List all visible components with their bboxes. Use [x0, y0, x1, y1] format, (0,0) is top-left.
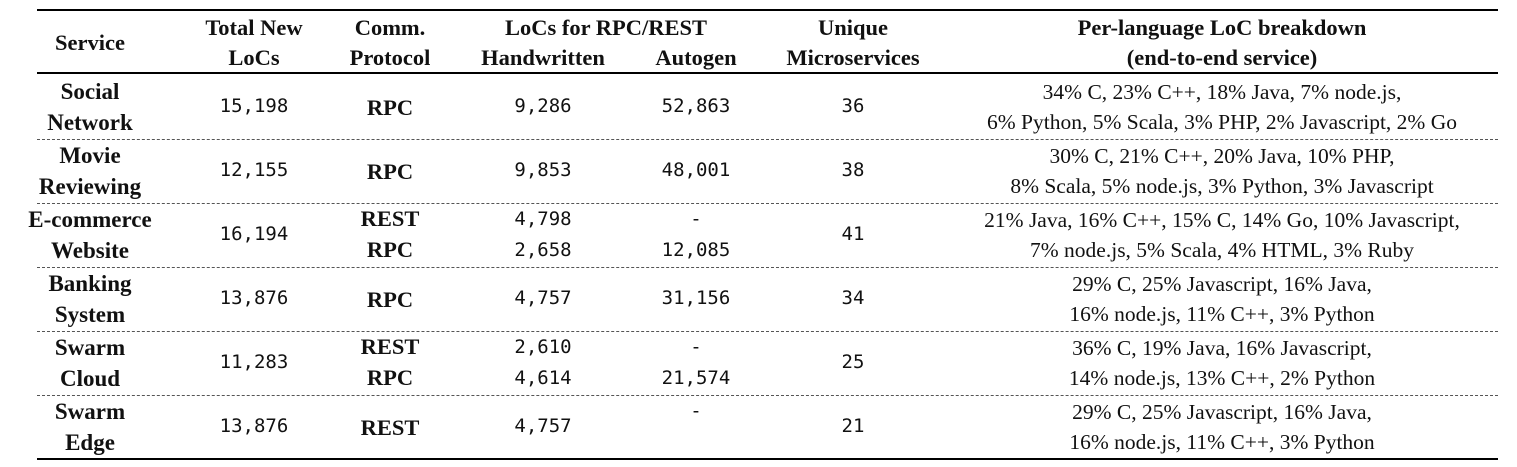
handwritten-locs: 2,610 [514, 336, 572, 358]
handwritten-locs: 4,757 [514, 415, 572, 437]
service-name: Website [51, 238, 129, 263]
header-total-new-locs: LoCs [228, 45, 280, 70]
autogen-locs: 52,863 [661, 95, 731, 117]
total-new-locs: 11,283 [219, 351, 289, 373]
total-new-locs: 16,194 [219, 223, 289, 245]
language-breakdown: 29% C, 25% Javascript, 16% Java, [1072, 400, 1372, 424]
header-unique-microservices: Microservices [786, 45, 920, 70]
language-breakdown: 36% C, 19% Java, 16% Javascript, [1072, 336, 1372, 360]
service-name: Network [47, 110, 133, 135]
row-separator [37, 139, 1498, 140]
service-name: Movie [59, 143, 121, 168]
row-separator [37, 331, 1498, 332]
autogen-locs: - [690, 400, 702, 422]
service-name: Swarm [54, 335, 126, 360]
handwritten-locs: 9,286 [514, 95, 572, 117]
handwritten-locs: 4,757 [514, 287, 572, 309]
comm-protocol: REST [360, 415, 420, 440]
language-breakdown: 8% Scala, 5% node.js, 3% Python, 3% Java… [1010, 174, 1434, 198]
service-name: E-commerce [28, 207, 152, 232]
header-service: Service [55, 30, 125, 55]
unique-microservices: 38 [841, 159, 865, 181]
language-breakdown: 34% C, 23% C++, 18% Java, 7% node.js, [1042, 80, 1402, 104]
service-name: Swarm [54, 399, 126, 424]
header-locs-group: LoCs for RPC/REST [504, 15, 708, 40]
language-breakdown: 29% C, 25% Javascript, 16% Java, [1072, 272, 1372, 296]
row-separator [37, 203, 1498, 204]
unique-microservices: 21 [841, 415, 865, 437]
comm-protocol: RPC [366, 287, 414, 312]
service-name: Banking [48, 271, 132, 296]
total-new-locs: 13,876 [219, 287, 289, 309]
autogen-locs: 48,001 [661, 159, 731, 181]
comm-protocol: RPC [366, 159, 414, 184]
comm-protocol: REST [360, 206, 420, 231]
header-comm-protocol: Comm. [354, 15, 426, 40]
header-total-new-locs: Total New [205, 15, 303, 40]
language-breakdown: 6% Python, 5% Scala, 3% PHP, 2% Javascri… [987, 110, 1457, 134]
top-rule [37, 9, 1498, 11]
header-rule [37, 72, 1498, 74]
autogen-locs: 12,085 [661, 239, 731, 261]
unique-microservices: 36 [841, 95, 865, 117]
unique-microservices: 41 [841, 223, 865, 245]
handwritten-locs: 4,614 [514, 367, 572, 389]
bottom-rule [37, 458, 1498, 460]
language-breakdown: 7% node.js, 5% Scala, 4% HTML, 3% Ruby [1030, 238, 1414, 262]
total-new-locs: 15,198 [219, 95, 289, 117]
language-breakdown: 16% node.js, 11% C++, 3% Python [1069, 302, 1375, 326]
service-name: Edge [65, 430, 115, 455]
autogen-locs: 21,574 [661, 367, 731, 389]
unique-microservices: 25 [841, 351, 865, 373]
autogen-locs: - [690, 208, 702, 230]
handwritten-locs: 2,658 [514, 239, 572, 261]
service-name: Cloud [59, 366, 121, 391]
comm-protocol: RPC [366, 365, 414, 390]
autogen-locs: - [690, 336, 702, 358]
autogen-locs: 31,156 [661, 287, 731, 309]
language-breakdown: 14% node.js, 13% C++, 2% Python [1068, 366, 1376, 390]
service-name: Reviewing [38, 174, 142, 199]
total-new-locs: 12,155 [219, 159, 289, 181]
language-breakdown: 30% C, 21% C++, 20% Java, 10% PHP, [1049, 144, 1395, 168]
header-handwritten: Handwritten [481, 45, 605, 70]
language-breakdown: 16% node.js, 11% C++, 3% Python [1069, 430, 1375, 454]
header-per-language: (end-to-end service) [1126, 45, 1318, 70]
total-new-locs: 13,876 [219, 415, 289, 437]
service-name: System [54, 302, 126, 327]
row-separator [37, 395, 1498, 396]
handwritten-locs: 4,798 [514, 208, 572, 230]
row-separator [37, 267, 1498, 268]
unique-microservices: 34 [841, 287, 865, 309]
header-per-language: Per-language LoC breakdown [1077, 15, 1367, 40]
header-autogen: Autogen [655, 45, 737, 70]
service-name: Social [60, 79, 120, 104]
language-breakdown: 21% Java, 16% C++, 15% C, 14% Go, 10% Ja… [984, 208, 1460, 232]
comm-protocol: RPC [366, 237, 414, 262]
comm-protocol: REST [360, 334, 420, 359]
comm-protocol: RPC [366, 95, 414, 120]
header-comm-protocol: Protocol [349, 45, 431, 70]
header-unique-microservices: Unique [817, 15, 889, 40]
handwritten-locs: 9,853 [514, 159, 572, 181]
